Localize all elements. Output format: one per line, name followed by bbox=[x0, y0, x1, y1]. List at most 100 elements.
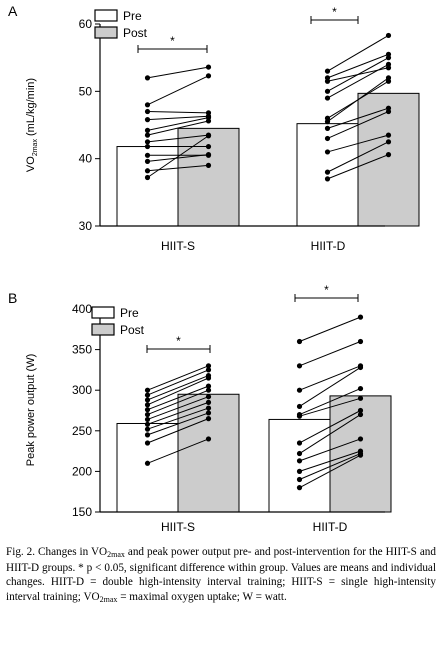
individual-line bbox=[147, 154, 209, 162]
individual-point-post bbox=[357, 364, 364, 371]
individual-point-pre bbox=[296, 403, 303, 410]
individual-line bbox=[299, 453, 361, 480]
individual-line bbox=[299, 365, 361, 391]
individual-line bbox=[327, 134, 389, 153]
individual-line bbox=[147, 120, 209, 136]
individual-point-post bbox=[205, 387, 212, 393]
individual-point-post bbox=[385, 61, 392, 67]
individual-point-pre bbox=[324, 149, 331, 155]
individual-point-post bbox=[385, 32, 392, 39]
individual-line bbox=[299, 410, 361, 444]
individual-point-pre bbox=[144, 432, 151, 438]
individual-line bbox=[327, 77, 389, 123]
individual-point-pre bbox=[144, 108, 151, 115]
individual-line bbox=[327, 53, 389, 79]
individual-line bbox=[147, 134, 209, 143]
individual-point-pre bbox=[324, 95, 331, 101]
individual-point-pre bbox=[144, 168, 151, 174]
individual-point-pre bbox=[296, 476, 303, 483]
caption-part-3: = maximal oxygen uptake; W = watt. bbox=[117, 590, 287, 603]
individual-line bbox=[299, 367, 361, 407]
individual-point-post bbox=[205, 394, 212, 400]
individual-point-post bbox=[205, 436, 212, 442]
individual-point-post bbox=[357, 385, 364, 392]
legend-swatch-post bbox=[91, 323, 115, 336]
individual-line bbox=[147, 365, 209, 391]
individual-point-post bbox=[205, 118, 212, 124]
individual-point-pre bbox=[144, 139, 151, 145]
individual-point-pre bbox=[144, 392, 151, 398]
legend-label-post: Post bbox=[123, 26, 148, 40]
individual-line bbox=[327, 63, 389, 99]
individual-line bbox=[147, 66, 209, 79]
individual-point-post bbox=[385, 55, 392, 61]
individual-point-pre bbox=[324, 125, 331, 131]
individual-point-post bbox=[357, 407, 364, 414]
individual-point-pre bbox=[324, 119, 331, 125]
individual-point-pre bbox=[296, 363, 303, 369]
caption-part-2: and peak power output pre- and post-inte… bbox=[6, 546, 436, 603]
individual-point-pre bbox=[144, 426, 151, 432]
individual-line bbox=[299, 454, 361, 489]
individual-line bbox=[299, 397, 361, 417]
legend-label-pre: Pre bbox=[120, 306, 139, 320]
individual-line bbox=[147, 412, 209, 436]
y-tick-label: 150 bbox=[72, 505, 92, 519]
individual-line bbox=[147, 389, 209, 416]
legend-label-pre: Pre bbox=[123, 9, 142, 23]
individual-point-post bbox=[205, 133, 212, 139]
individual-point-pre bbox=[144, 152, 151, 158]
individual-point-pre bbox=[144, 102, 151, 108]
y-tick-label: 400 bbox=[72, 302, 92, 316]
individual-line bbox=[147, 375, 209, 401]
individual-line bbox=[327, 35, 389, 72]
individual-line bbox=[327, 154, 389, 180]
individual-point-post bbox=[205, 416, 212, 422]
y-axis-label-main: VO bbox=[25, 156, 37, 172]
individual-point-post bbox=[205, 383, 212, 389]
individual-line bbox=[299, 388, 361, 416]
significance-star: * bbox=[170, 34, 175, 48]
individual-point-post bbox=[357, 436, 364, 442]
panel-letter: A bbox=[8, 3, 18, 19]
individual-line bbox=[299, 316, 361, 342]
caption-sub-1: 2max bbox=[107, 550, 125, 559]
legend-swatch-pre bbox=[94, 9, 118, 22]
category-label: HIIT-S bbox=[161, 520, 195, 534]
individual-point-pre bbox=[144, 440, 151, 446]
individual-point-post bbox=[205, 405, 212, 411]
caption-sub-2: 2max bbox=[99, 594, 118, 604]
individual-point-pre bbox=[144, 75, 151, 81]
y-tick-label: 250 bbox=[72, 424, 92, 438]
legend-swatch-pre bbox=[91, 306, 115, 319]
individual-point-post bbox=[205, 399, 212, 405]
individual-point-post bbox=[357, 314, 364, 320]
category-label: HIIT-D bbox=[311, 239, 346, 253]
individual-line bbox=[147, 111, 209, 114]
y-axis-label: Peak power output (W) bbox=[25, 354, 37, 467]
individual-point-pre bbox=[144, 143, 151, 150]
individual-line bbox=[327, 111, 389, 139]
individual-point-pre bbox=[324, 88, 331, 94]
individual-point-pre bbox=[296, 468, 303, 474]
individual-point-pre bbox=[144, 407, 151, 413]
individual-point-post bbox=[205, 375, 212, 381]
individual-point-pre bbox=[324, 135, 331, 142]
individual-line bbox=[147, 407, 209, 430]
individual-point-post bbox=[205, 143, 212, 150]
individual-point-pre bbox=[296, 413, 303, 419]
y-tick-label: 350 bbox=[72, 343, 92, 357]
individual-line bbox=[327, 107, 389, 129]
individual-line bbox=[299, 414, 361, 454]
y-tick-label: 50 bbox=[79, 84, 93, 98]
individual-point-post bbox=[205, 162, 212, 168]
individual-point-post bbox=[357, 338, 364, 345]
individual-point-pre bbox=[144, 416, 151, 423]
individual-point-pre bbox=[296, 338, 303, 345]
individual-line bbox=[299, 341, 361, 367]
individual-point-post bbox=[357, 411, 364, 418]
figure-caption: Fig. 2. Changes in VO2max and peak power… bbox=[6, 545, 436, 605]
significance-star: * bbox=[332, 5, 337, 19]
individual-point-post bbox=[205, 367, 212, 373]
individual-line bbox=[147, 396, 209, 420]
